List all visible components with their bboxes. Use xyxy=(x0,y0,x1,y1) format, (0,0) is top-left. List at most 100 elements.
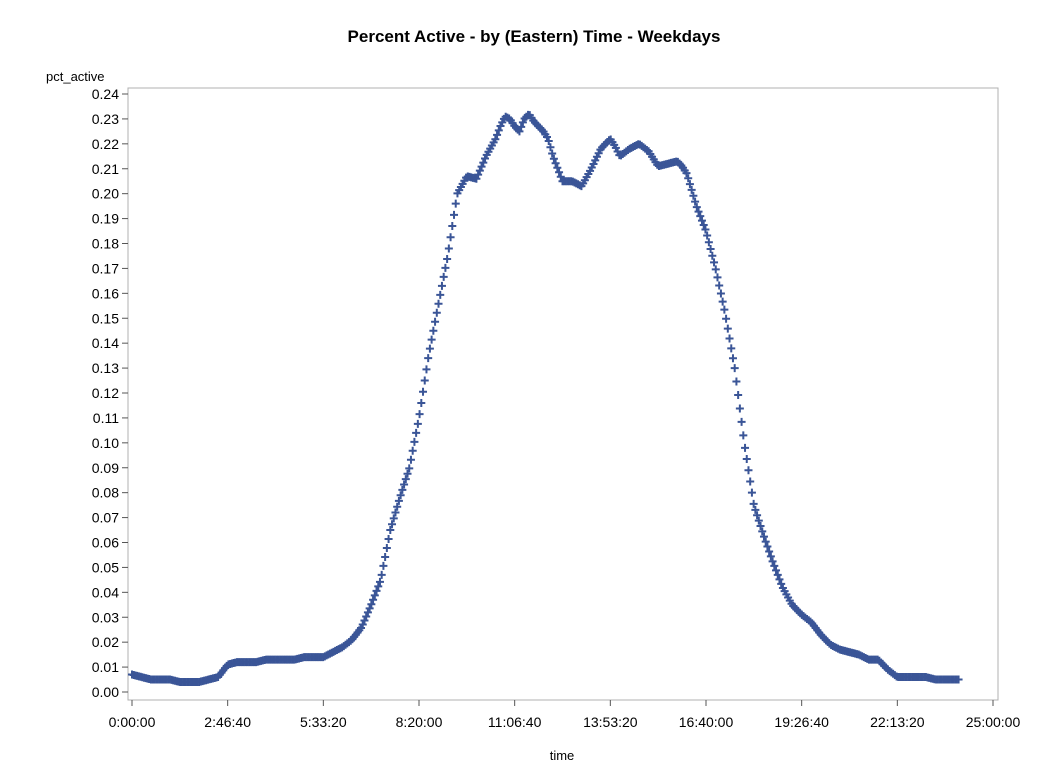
y-tick-label: 0.15 xyxy=(92,310,119,326)
data-point-marker xyxy=(549,154,558,163)
data-point-marker xyxy=(475,166,484,175)
data-point-marker xyxy=(434,299,443,308)
data-point-marker xyxy=(697,216,706,225)
data-point-marker xyxy=(708,251,717,260)
data-point-marker xyxy=(374,582,383,591)
data-point-marker xyxy=(381,552,390,561)
data-point-marker xyxy=(358,620,367,629)
data-point-marker xyxy=(735,404,744,413)
data-point-marker xyxy=(479,158,488,167)
data-point-marker xyxy=(706,244,715,253)
data-point-marker xyxy=(548,149,557,158)
y-tick-label: 0.11 xyxy=(93,410,119,426)
x-axis: 0:00:00 2:46:40 5:33:20 8:20:00 11:06:40 13:5… xyxy=(109,700,1020,730)
data-point-marker xyxy=(689,191,698,200)
data-point-marker xyxy=(716,289,725,298)
data-point-marker xyxy=(429,326,438,335)
data-point-marker xyxy=(730,364,739,373)
data-point-marker xyxy=(710,258,719,267)
data-point-marker xyxy=(766,552,775,561)
data-point-marker xyxy=(382,543,391,552)
data-point-marker xyxy=(427,335,436,344)
data-point-marker xyxy=(747,488,756,497)
data-point-marker xyxy=(725,334,734,343)
x-tick-label: 0:00:00 xyxy=(109,714,156,730)
data-point-marker xyxy=(406,455,415,464)
y-tick-label: 0.18 xyxy=(92,236,119,252)
data-point-marker xyxy=(494,126,503,135)
data-point-marker xyxy=(773,570,782,579)
data-point-marker xyxy=(386,526,395,535)
data-point-marker xyxy=(553,163,562,172)
y-tick-label: 0.13 xyxy=(92,360,119,376)
y-tick-label: 0.23 xyxy=(92,111,119,127)
data-point-marker xyxy=(360,616,369,625)
x-tick-label: 8:20:00 xyxy=(396,714,443,730)
y-tick-label: 0.24 xyxy=(92,86,119,102)
data-point-marker xyxy=(687,185,696,194)
x-axis-label: time xyxy=(550,748,575,763)
data-point-marker xyxy=(401,475,410,484)
data-point-marker xyxy=(432,308,441,317)
data-point-marker xyxy=(765,547,774,556)
y-tick-label: 0.08 xyxy=(92,485,119,501)
y-tick-label: 0.12 xyxy=(92,385,119,401)
data-point-marker xyxy=(696,212,705,221)
y-axis: 0.00 0.01 0.02 0.03 0.04 0.05 0.06 0.07 0.08 0.09… xyxy=(92,86,128,700)
data-point-marker xyxy=(377,570,386,579)
data-point-marker xyxy=(400,480,409,489)
data-point-marker xyxy=(770,561,779,570)
data-point-marker xyxy=(551,159,560,168)
data-point-marker xyxy=(396,491,405,500)
y-tick-label: 0.22 xyxy=(92,136,119,152)
data-point-marker xyxy=(753,511,762,520)
data-point-marker xyxy=(754,516,763,525)
y-tick-label: 0.07 xyxy=(92,510,119,526)
data-point-marker xyxy=(365,604,374,613)
data-point-marker xyxy=(701,225,710,234)
data-point-marker xyxy=(472,174,481,183)
data-point-marker xyxy=(694,207,703,216)
data-point-marker xyxy=(744,466,753,475)
data-point-marker xyxy=(394,496,403,505)
data-point-marker xyxy=(389,514,398,523)
data-point-marker xyxy=(493,130,502,139)
data-point-marker xyxy=(746,477,755,486)
data-point-marker xyxy=(372,586,381,595)
data-point-marker xyxy=(772,566,781,575)
data-point-marker xyxy=(362,612,371,621)
data-point-marker xyxy=(704,238,713,247)
y-tick-label: 0.04 xyxy=(92,584,119,600)
data-point-marker xyxy=(379,561,388,570)
data-point-marker xyxy=(393,502,402,511)
y-axis-label: pct_active xyxy=(46,69,105,84)
data-point-marker xyxy=(727,344,736,353)
data-point-marker xyxy=(417,398,426,407)
y-tick-label: 0.03 xyxy=(92,609,119,625)
data-point-marker xyxy=(439,272,448,281)
y-tick-label: 0.10 xyxy=(92,435,119,451)
data-point-marker xyxy=(715,281,724,290)
x-tick-label: 13:53:20 xyxy=(583,714,638,730)
data-point-marker xyxy=(749,499,758,508)
data-point-marker xyxy=(768,557,777,566)
x-tick-label: 5:33:20 xyxy=(300,714,347,730)
data-point-marker xyxy=(436,290,445,299)
data-point-marker xyxy=(763,542,772,551)
data-point-marker xyxy=(741,443,750,452)
data-point-marker xyxy=(761,537,770,546)
y-tick-label: 0.01 xyxy=(92,659,119,675)
data-point-marker xyxy=(363,608,372,617)
data-point-marker xyxy=(388,520,397,529)
data-point-marker xyxy=(756,522,765,531)
data-point-marker xyxy=(544,136,553,145)
data-point-marker xyxy=(775,575,784,584)
data-point-marker xyxy=(398,485,407,494)
data-point-marker xyxy=(451,199,460,208)
y-tick-label: 0.02 xyxy=(92,634,119,650)
data-point-marker xyxy=(515,127,524,136)
y-tick-label: 0.17 xyxy=(92,260,119,276)
x-tick-label: 16:40:00 xyxy=(679,714,734,730)
data-point-marker xyxy=(412,428,421,437)
plot-frame xyxy=(127,87,999,701)
